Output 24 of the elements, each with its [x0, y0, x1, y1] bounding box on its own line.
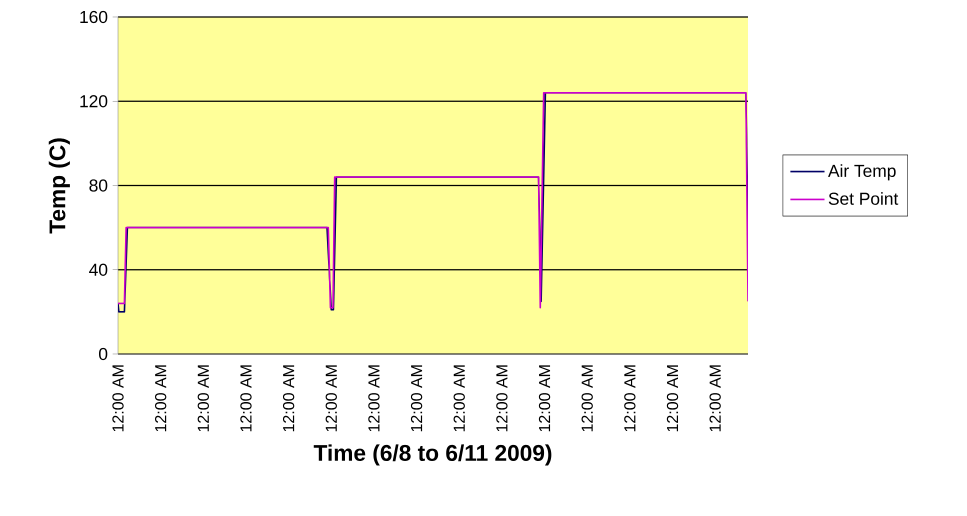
x-tick-label: 12:00 AM [326, 365, 337, 432]
legend-label: Set Point [828, 192, 898, 205]
y-tick-label: 0 [98, 348, 108, 360]
x-tick-label: 12:00 AM [155, 365, 166, 432]
x-tick-label: 12:00 AM [454, 365, 465, 432]
x-tick-label: 12:00 AM [496, 365, 508, 432]
x-tick-label: 12:00 AM [624, 365, 636, 432]
x-tick-label: 12:00 AM [538, 365, 550, 432]
x-tick-label: 12:00 AM [240, 365, 252, 432]
x-tick-label: 12:00 AM [710, 365, 721, 432]
x-axis-title: Time (6/8 to 6/11 2009) [314, 444, 552, 466]
x-tick-label: 12:00 AM [666, 365, 678, 432]
x-tick-label: 12:00 AM [368, 365, 380, 432]
x-tick-label: 12:00 AM [198, 365, 209, 432]
y-tick-label: 160 [80, 10, 108, 24]
y-tick-label: 120 [80, 95, 108, 108]
x-tick-label: 12:00 AM [410, 365, 422, 432]
y-tick-label: 80 [89, 179, 108, 192]
y-axis-title: Temp (C) [48, 138, 70, 234]
x-tick-label: 12:00 AM [112, 365, 124, 432]
legend-label: Air Temp [828, 164, 896, 180]
x-tick-label: 12:00 AM [582, 365, 593, 432]
y-tick-label: 40 [89, 264, 108, 276]
x-tick-label: 12:00 AM [282, 365, 294, 432]
